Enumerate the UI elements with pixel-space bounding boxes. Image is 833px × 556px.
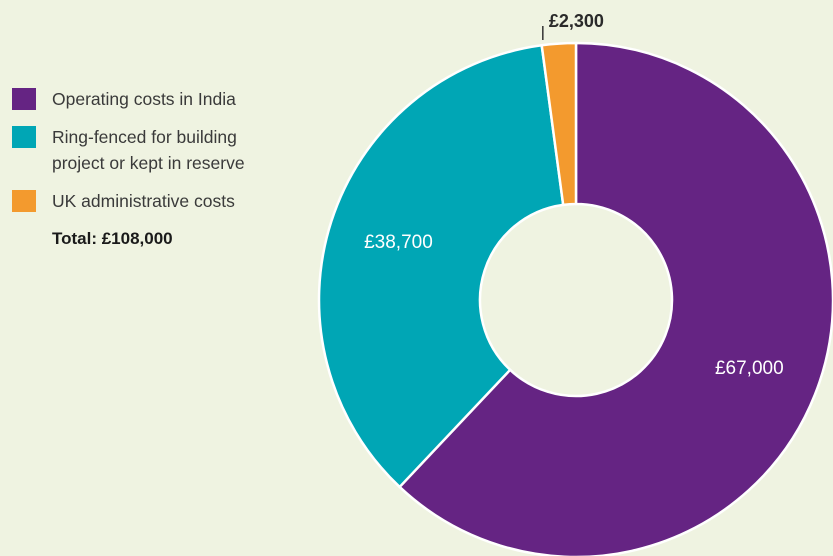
- legend-swatch-uk-admin: [12, 190, 36, 212]
- legend-item-operating-costs: Operating costs in India: [12, 86, 312, 112]
- legend-label-uk-admin: UK administrative costs: [52, 191, 235, 211]
- chart-total: Total: £108,000: [52, 229, 173, 248]
- legend-item-ring-fenced: Ring-fenced for building project or kept…: [12, 124, 312, 176]
- legend-swatch-operating-costs: [12, 88, 36, 110]
- legend-item-uk-admin: UK administrative costs: [12, 188, 312, 214]
- chart-legend: Operating costs in India Ring-fenced for…: [12, 86, 312, 252]
- legend-swatch-ring-fenced: [12, 126, 36, 148]
- slice-ring-fenced: [317, 44, 565, 489]
- legend-label-operating-costs: Operating costs in India: [52, 89, 236, 109]
- data-label-uk-admin: £2,300: [549, 11, 604, 31]
- data-label-ring-fenced: £38,700: [364, 232, 433, 253]
- slice-uk-admin: [540, 41, 578, 207]
- slice-operating-costs: [398, 41, 833, 556]
- legend-label-ring-fenced-line1: Ring-fenced for building: [52, 127, 237, 147]
- legend-label-ring-fenced-line2: project or kept in reserve: [52, 153, 245, 173]
- data-label-operating-costs: £67,000: [715, 358, 784, 379]
